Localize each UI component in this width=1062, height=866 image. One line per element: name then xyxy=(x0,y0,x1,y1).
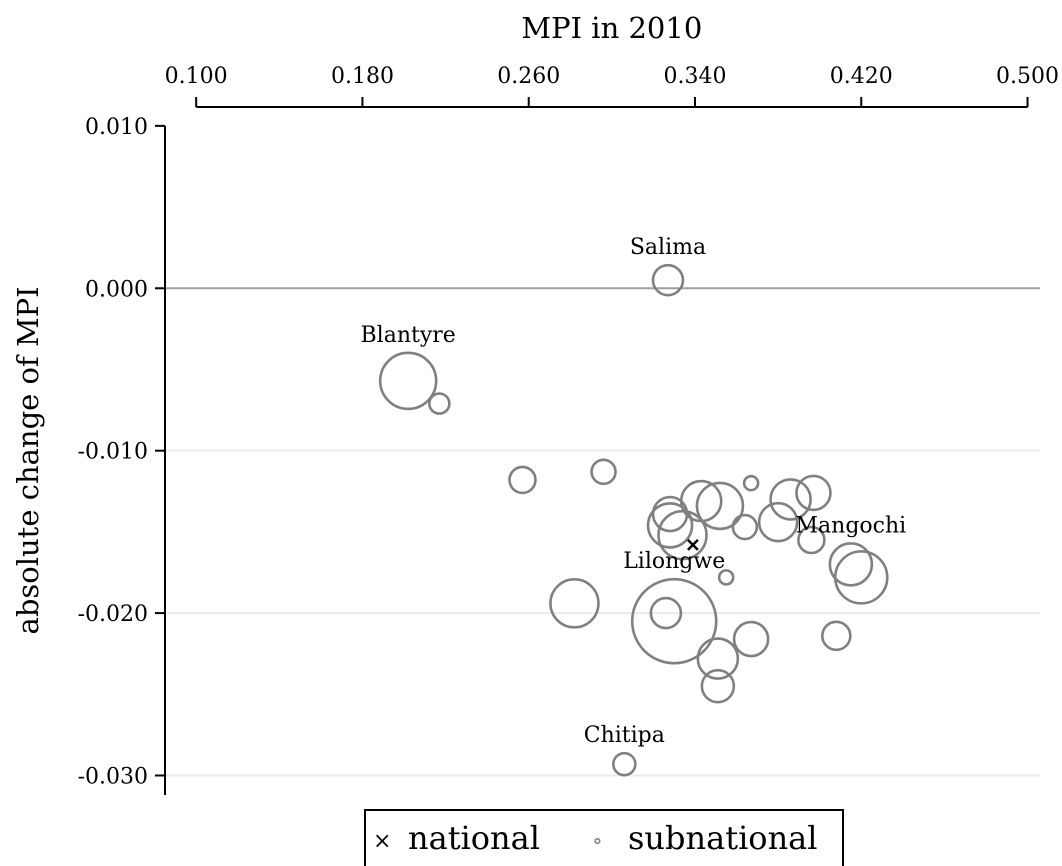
subnational-point xyxy=(649,596,683,630)
y-axis-title: absolute change of MPI xyxy=(11,286,45,634)
gridlines xyxy=(165,287,1040,777)
x-tick-label: 0.340 xyxy=(663,64,726,89)
point-label: Lilongwe xyxy=(623,549,725,574)
y-tick-label: -0.030 xyxy=(78,765,148,790)
y-tick-label: -0.010 xyxy=(78,440,148,465)
subnational-point xyxy=(679,479,723,523)
x-tick-label: 0.500 xyxy=(996,64,1059,89)
y-tick-label: 0.010 xyxy=(85,115,148,140)
y-tick-label: 0.000 xyxy=(85,277,148,302)
subnational-point xyxy=(378,351,438,411)
subnational-point xyxy=(428,392,451,415)
subnational-point xyxy=(833,550,889,605)
subnational-point xyxy=(508,465,537,495)
point-label: Salima xyxy=(630,235,706,260)
subnational-point xyxy=(769,478,812,521)
subnational-point xyxy=(549,578,600,629)
x-axis-title: MPI in 2010 xyxy=(521,11,702,45)
point-label: Mangochi xyxy=(796,513,907,538)
subnational-point xyxy=(646,502,694,549)
point-label: Chitipa xyxy=(584,723,665,748)
subnational-point xyxy=(731,513,759,541)
subnational-point xyxy=(795,474,832,512)
subnational-point xyxy=(590,458,617,486)
subnational-point xyxy=(695,481,745,531)
y-tick-label: -0.020 xyxy=(78,602,148,627)
subnational-point xyxy=(757,501,799,543)
x-tick-label: 0.100 xyxy=(165,64,228,89)
y-ticks: 0.010 0.000 -0.010 -0.020 -0.030 xyxy=(78,115,165,790)
x-ticks: 0.100 0.180 0.260 0.340 0.420 0.500 xyxy=(165,64,1059,107)
x-tick-label: 0.420 xyxy=(830,64,893,89)
point-labels: Salima Blantyre Mangochi Lilongwe Chitipa xyxy=(361,235,907,748)
subnational-point xyxy=(821,620,852,652)
national-point xyxy=(687,539,699,551)
subnational-point xyxy=(651,263,685,297)
x-tick-label: 0.180 xyxy=(331,64,394,89)
point-label: Blantyre xyxy=(361,323,456,348)
subnational-point xyxy=(700,668,736,704)
subnational-point xyxy=(717,569,735,586)
legend-national-marker: × xyxy=(373,829,391,854)
legend-box xyxy=(364,809,844,866)
subnational-point xyxy=(696,637,740,680)
subnational-point xyxy=(630,577,718,665)
legend: × national ∘ subnational xyxy=(364,809,844,866)
data-points xyxy=(378,263,889,777)
legend-subnational-marker: ∘ xyxy=(592,829,603,854)
national-marker-stroke xyxy=(687,539,699,551)
legend-national-label: national xyxy=(408,819,540,857)
subnational-point xyxy=(797,525,826,555)
subnational-point xyxy=(612,751,637,777)
legend-subnational-label: subnational xyxy=(628,819,817,857)
axes xyxy=(164,106,1028,795)
x-tick-label: 0.260 xyxy=(497,64,560,89)
subnational-point xyxy=(828,542,874,587)
subnational-point xyxy=(732,620,770,658)
subnational-point xyxy=(742,474,760,492)
